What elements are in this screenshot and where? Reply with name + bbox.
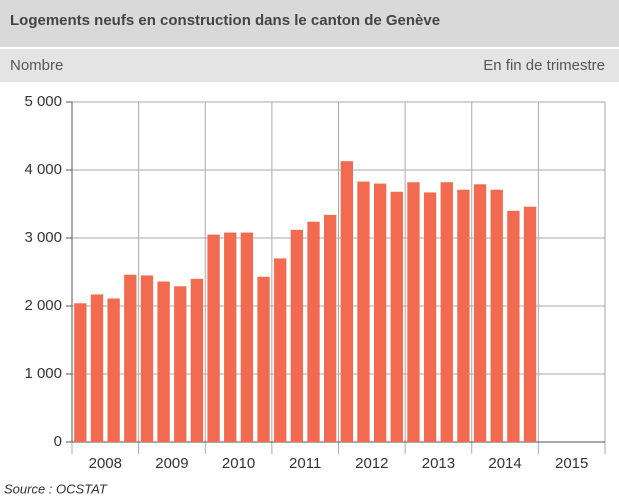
bar [324, 214, 337, 442]
y-tick-label: 4 000 [24, 161, 62, 178]
bar [340, 161, 353, 442]
x-tick-label: 2013 [422, 455, 455, 472]
y-tick-label: 3 000 [24, 229, 62, 246]
bar [124, 274, 137, 442]
bar [240, 232, 254, 442]
header-band [0, 0, 619, 47]
x-tick-label: 2011 [289, 455, 321, 472]
x-tick-label: 2012 [355, 455, 388, 472]
x-tick-label: 2010 [222, 455, 255, 472]
bar [140, 275, 154, 442]
bar [90, 294, 104, 442]
x-tick-label: 2015 [555, 455, 588, 472]
x-tick-label: 2009 [155, 455, 188, 472]
bar [440, 182, 453, 443]
bar [307, 221, 320, 442]
bar [190, 278, 204, 442]
bar [407, 182, 420, 443]
bar [373, 183, 387, 442]
bar [290, 229, 304, 442]
x-tick-label: 2008 [89, 455, 122, 472]
note: En fin de trimestre [483, 57, 605, 74]
y-axis-label: Nombre [10, 57, 63, 74]
source: Source : OCSTAT [4, 481, 108, 496]
y-tick-label: 1 000 [24, 365, 62, 382]
subheader-band [0, 49, 619, 82]
y-tick-label: 5 000 [24, 93, 62, 110]
bar [107, 298, 120, 442]
bar [74, 303, 87, 442]
bar [390, 191, 403, 442]
bar [457, 189, 470, 442]
y-tick-label: 0 [54, 433, 62, 450]
bar [224, 232, 237, 442]
bar [274, 258, 287, 442]
chart-title: Logements neufs en construction dans le … [10, 12, 440, 29]
bar [207, 234, 220, 442]
bar [523, 206, 537, 442]
bar [423, 192, 437, 442]
bar [174, 286, 187, 442]
bar [357, 181, 370, 442]
bar [473, 184, 487, 442]
bar [490, 189, 503, 442]
bar [257, 276, 270, 442]
y-tick-label: 2 000 [24, 297, 62, 314]
bar [157, 281, 170, 442]
x-tick-label: 2014 [488, 455, 521, 472]
bar [507, 210, 520, 442]
